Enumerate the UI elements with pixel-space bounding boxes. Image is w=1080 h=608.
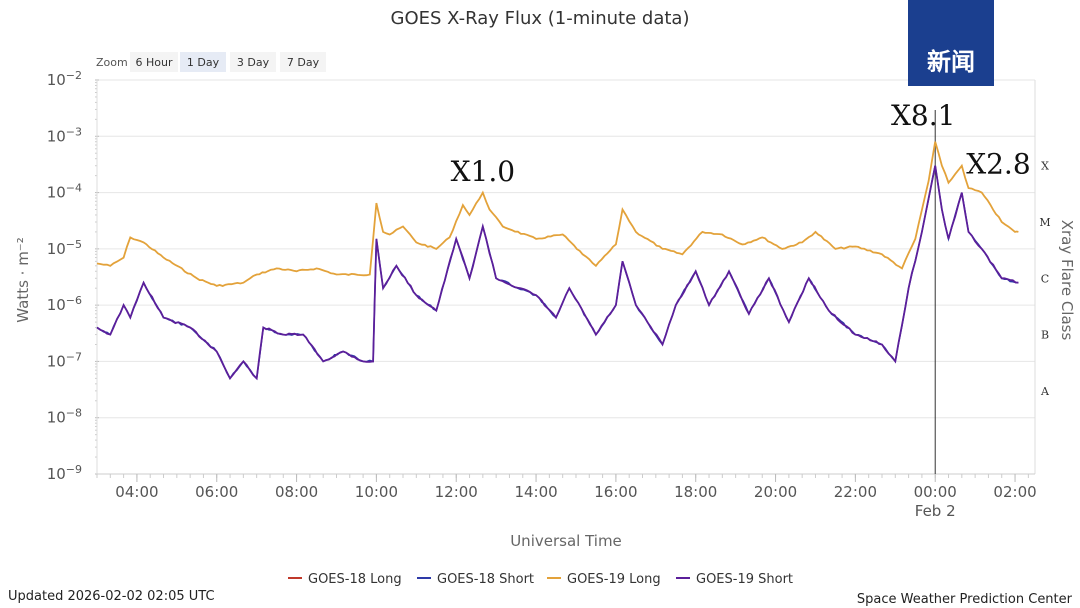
legend-item[interactable]: GOES-19 Long [547,572,661,587]
flare-class-c: C [1041,272,1049,285]
legend-label: GOES-18 Long [308,572,402,587]
zoom-button-7-day[interactable]: 7 Day [280,52,326,72]
x-tick-label: 18:00 [674,483,717,501]
flare-annotations: X1.0 X8.1 X2.8 [451,99,1031,188]
series-goes-19-long [96,141,1019,287]
chart-title: GOES X-Ray Flux (1-minute data) [391,8,690,29]
x-axis: 04:00 06:00 08:00 10:00 12:00 14:00 16:00 18:00… [96,473,1037,520]
y2-axis-title: Xray Flare Class [1058,220,1076,341]
x-tick-label: 08:00 [275,483,318,501]
flare-annotation: X1.0 [451,155,515,188]
flare-annotation: X8.1 [891,99,955,132]
flare-annotation: X2.8 [966,147,1030,180]
x-tick-label: 04:00 [115,483,158,501]
logo-text: 新闻 [927,48,975,76]
zoom-button-label: 1 Day [187,56,220,69]
y-tick-label: 10−6 [47,294,82,314]
series-lines [96,141,1019,381]
x-tick-label: 22:00 [834,483,877,501]
x-tick-label: 10:00 [355,483,398,501]
x-tick-label: 12:00 [435,483,478,501]
zoom-button-6-hour[interactable]: 6 Hour [130,52,178,72]
grid-lines [95,79,1036,475]
legend-item[interactable]: GOES-19 Short [676,572,793,587]
y-axis-title: Watts · m⁻² [14,237,32,323]
flare-class-a: A [1040,385,1050,398]
zoom-label: Zoom [96,56,128,69]
y-tick-label: 10−4 [47,182,82,202]
y-tick-label: 10−9 [47,463,82,483]
x-tick-label: 20:00 [754,483,797,501]
y-tick-label: 10−2 [47,69,82,89]
y-tick-label: 10−5 [47,238,82,258]
flare-class-m: M [1039,216,1050,229]
x-axis-title: Universal Time [510,532,622,550]
zoom-button-bg [180,52,226,72]
x-tick-label: 02:00 [993,483,1036,501]
logo-background [908,0,994,86]
x-tick-label: 16:00 [594,483,637,501]
y-tick-label: 10−7 [47,350,82,370]
zoom-button-label: 7 Day [287,56,320,69]
zoom-button-label: 6 Hour [136,56,173,69]
news-logo: 新闻 [908,0,994,86]
series-goes-18-short [96,165,1019,381]
x-tick-label: 14:00 [514,483,557,501]
zoom-button-label: 3 Day [237,56,270,69]
legend-label: GOES-19 Short [696,572,793,587]
zoom-button-bg [130,52,178,72]
flare-class-b: B [1041,329,1049,342]
x-tick-sublabel: Feb 2 [915,502,956,520]
updated-timestamp: Updated 2026-02-02 02:05 UTC [8,589,215,604]
legend: GOES-18 Long GOES-18 Short GOES-19 Long GOE… [288,572,793,587]
series-goes-19-short [96,165,1019,381]
zoom-selector: Zoom 6 Hour 1 Day 3 Day 7 Day [96,52,326,72]
legend-item[interactable]: GOES-18 Short [417,572,534,587]
flare-class-axis: X M C B A [1039,160,1050,398]
legend-label: GOES-19 Long [567,572,661,587]
x-tick-label: 00:00 [914,483,957,501]
legend-item[interactable]: GOES-18 Long [288,572,402,587]
zoom-button-3-day[interactable]: 3 Day [230,52,276,72]
zoom-button-bg [230,52,276,72]
y-tick-label: 10−8 [47,407,82,427]
credit-text: Space Weather Prediction Center [857,592,1073,607]
zoom-button-bg [280,52,326,72]
y-axis-ticks: 10−2 10−3 10−4 10−5 10−6 10−7 10−8 10−9 [47,69,82,483]
flare-class-x: X [1041,160,1049,173]
zoom-button-1-day[interactable]: 1 Day [180,52,226,72]
y-tick-label: 10−3 [47,125,82,145]
x-tick-label: 06:00 [195,483,238,501]
legend-label: GOES-18 Short [437,572,534,587]
